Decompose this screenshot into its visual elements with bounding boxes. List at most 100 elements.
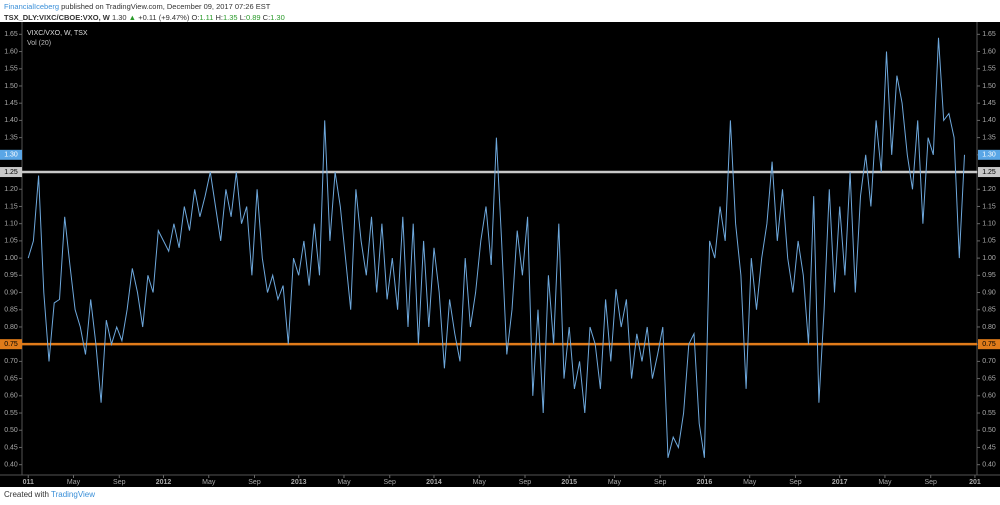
- footer: Created with TradingView: [4, 490, 95, 499]
- o-label: O:: [191, 13, 200, 22]
- h-label: H:: [215, 13, 224, 22]
- x-tick-label: Sep: [789, 479, 802, 486]
- y-tick-label: 0.85: [982, 307, 996, 314]
- y-tick-label: 0.85: [4, 307, 18, 314]
- y-tick-label: 1.05: [4, 238, 18, 245]
- level-label: 1.25: [982, 169, 996, 176]
- y-tick-label: 1.05: [982, 238, 996, 245]
- series-line: [27, 37, 965, 458]
- y-tick-label: 1.65: [982, 31, 996, 38]
- y-tick-label: 0.60: [982, 393, 996, 400]
- x-tick-label: May: [608, 479, 622, 486]
- x-tick-label: May: [67, 479, 81, 486]
- x-tick-label: May: [473, 479, 487, 486]
- y-tick-label: 1.55: [4, 66, 18, 73]
- chart: 0.40 0.40 0.45 0.45 0.50 0.50 0.55 0.55 0.60 0.60…: [0, 22, 1000, 487]
- y-tick-label: 0.45: [4, 444, 18, 451]
- legend-text: Vol (20): [27, 40, 51, 47]
- x-tick-label: 2016: [697, 479, 713, 486]
- x-tick-label: Sep: [924, 479, 937, 486]
- y-tick-label: 1.45: [982, 100, 996, 107]
- l: 0.89: [245, 13, 261, 22]
- y-tick-label: 0.55: [4, 410, 18, 417]
- y-tick-label: 0.40: [4, 462, 18, 469]
- x-tick-label: 201: [969, 479, 981, 486]
- x-tick-label: May: [743, 479, 757, 486]
- legend-text: VIXC/VXO, W, TSX: [27, 30, 88, 37]
- header: FinancialIceberg published on TradingVie…: [4, 1, 285, 23]
- change: +0.11 (+9.47%): [138, 13, 190, 22]
- last-price-box: [0, 149, 22, 160]
- y-tick-label: 0.60: [4, 393, 18, 400]
- y-tick-label: 0.95: [982, 272, 996, 279]
- y-tick-label: 1.55: [982, 66, 996, 73]
- o: 1.11: [199, 13, 214, 22]
- y-tick-label: 1.60: [982, 48, 996, 55]
- x-tick-label: 2015: [561, 479, 577, 486]
- x-tick-label: 2013: [291, 479, 307, 486]
- y-tick-label: 1.40: [4, 117, 18, 124]
- x-tick-label: May: [878, 479, 892, 486]
- h: 1.35: [223, 13, 238, 22]
- y-tick-label: 0.40: [982, 462, 996, 469]
- level-box: [0, 339, 22, 350]
- published: published on TradingView.com, December 0…: [61, 2, 271, 11]
- footer-text: Created with: [4, 490, 49, 499]
- x-tick-label: Sep: [519, 479, 532, 486]
- last-price-label: 1.30: [982, 152, 996, 159]
- y-tick-label: 1.15: [982, 203, 996, 210]
- y-tick-label: 0.95: [4, 272, 18, 279]
- l-label: L:: [239, 13, 246, 22]
- arrow: ▲: [128, 13, 137, 22]
- y-tick-label: 1.50: [4, 83, 18, 90]
- y-tick-label: 0.50: [4, 427, 18, 434]
- y-tick-label: 1.45: [4, 100, 18, 107]
- y-tick-label: 1.35: [982, 134, 996, 141]
- y-tick-label: 0.50: [982, 427, 996, 434]
- level-box: [978, 339, 1000, 350]
- y-tick-label: 0.80: [982, 324, 996, 331]
- x-tick-label: 2014: [426, 479, 442, 486]
- y-tick-label: 1.50: [982, 83, 996, 90]
- level-label: 0.75: [4, 341, 18, 348]
- y-tick-label: 0.70: [4, 358, 18, 365]
- level-label: 1.25: [4, 169, 18, 176]
- author[interactable]: FinancialIceberg: [4, 2, 60, 11]
- x-tick-label: 2012: [156, 479, 172, 486]
- level-box: [0, 167, 22, 178]
- y-tick-label: 1.60: [4, 48, 18, 55]
- y-tick-label: 1.10: [982, 221, 996, 228]
- y-tick-label: 0.45: [982, 444, 996, 451]
- x-tick-label: Sep: [113, 479, 126, 486]
- last-price-label: 1.30: [4, 152, 18, 159]
- last: 1.30: [111, 13, 127, 22]
- chart-bg: [0, 22, 1000, 487]
- level-box: [978, 167, 1000, 178]
- x-tick-label: May: [202, 479, 216, 486]
- y-tick-label: 1.20: [4, 186, 18, 193]
- c: 1.30: [270, 13, 285, 22]
- y-tick-label: 1.40: [982, 117, 996, 124]
- x-tick-label: Sep: [248, 479, 261, 486]
- y-tick-label: 1.10: [4, 221, 18, 228]
- y-tick-label: 0.55: [982, 410, 996, 417]
- y-tick-label: 1.00: [982, 255, 996, 262]
- x-tick-label: 2017: [832, 479, 848, 486]
- symbol: TSX_DLY:VIXC/CBOE:VXO, W: [4, 13, 110, 22]
- y-tick-label: 1.00: [4, 255, 18, 262]
- x-tick-label: Sep: [654, 479, 667, 486]
- y-tick-label: 0.70: [982, 358, 996, 365]
- brand[interactable]: TradingView: [51, 490, 96, 499]
- y-tick-label: 1.35: [4, 134, 18, 141]
- y-tick-label: 1.65: [4, 31, 18, 38]
- x-tick-label: May: [337, 479, 351, 486]
- x-tick-label: 011: [23, 479, 34, 486]
- level-label: 0.75: [982, 341, 996, 348]
- y-tick-label: 0.65: [982, 375, 996, 382]
- y-tick-label: 0.90: [982, 289, 996, 296]
- y-tick-label: 0.90: [4, 289, 18, 296]
- y-tick-label: 1.15: [4, 203, 18, 210]
- c-label: C:: [262, 13, 271, 22]
- y-tick-label: 0.65: [4, 375, 18, 382]
